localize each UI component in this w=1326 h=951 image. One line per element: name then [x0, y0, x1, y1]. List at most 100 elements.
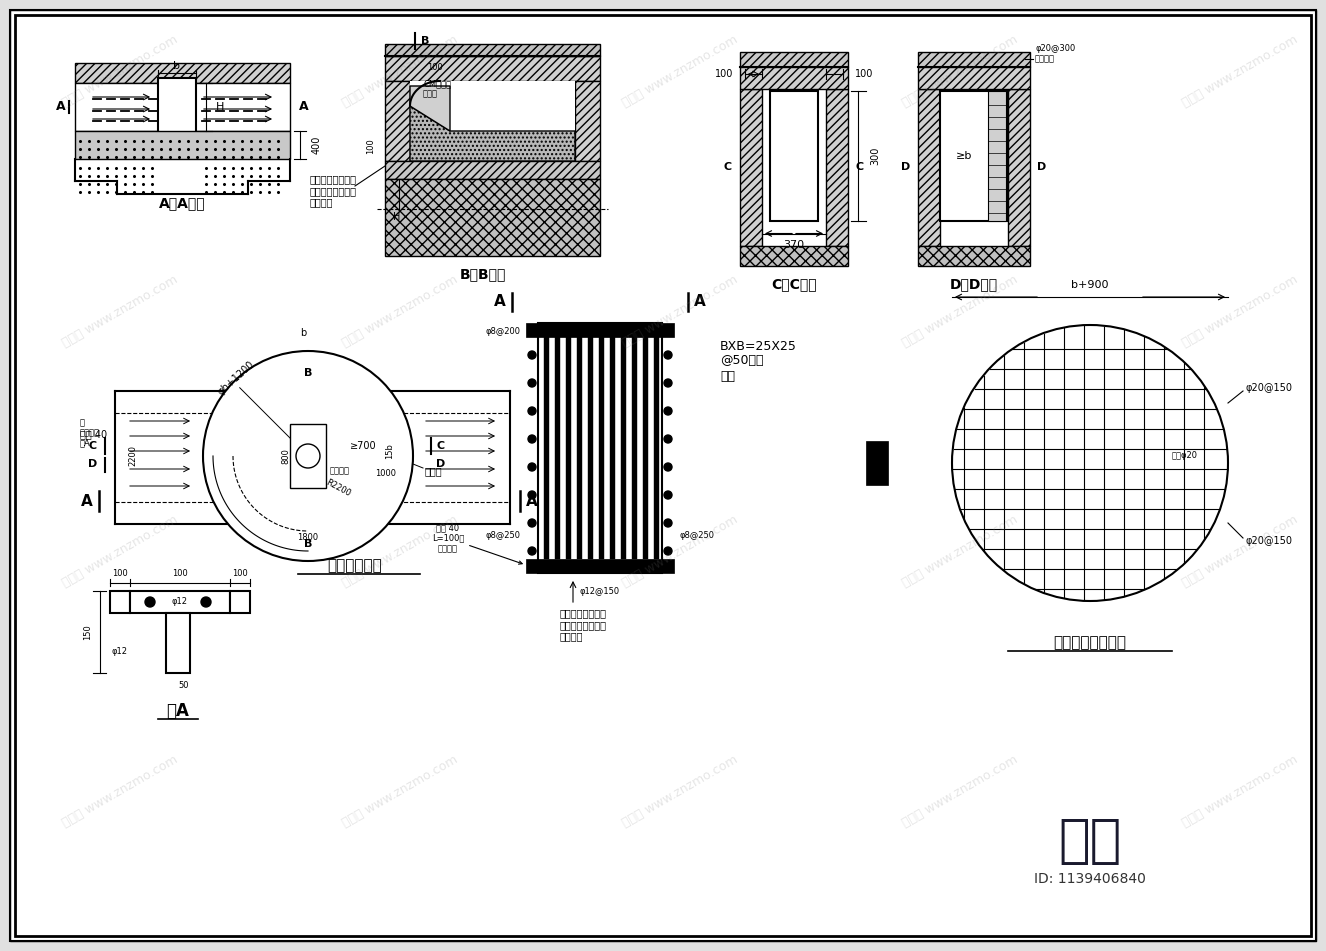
Text: 知末网 www.znzmo.com: 知末网 www.znzmo.com: [339, 273, 460, 349]
Text: φ20@150: φ20@150: [1246, 536, 1293, 546]
Text: φ12@150: φ12@150: [579, 587, 621, 595]
Text: 知末网 www.znzmo.com: 知末网 www.znzmo.com: [1180, 273, 1299, 349]
Text: C: C: [857, 163, 865, 172]
Circle shape: [528, 351, 536, 359]
Bar: [556, 337, 560, 559]
Circle shape: [203, 351, 412, 561]
Text: 100: 100: [855, 69, 874, 79]
Circle shape: [528, 547, 536, 555]
Text: 暂时无污水接入者
此口预留好并堵好
以防漏水: 暂时无污水接入者 此口预留好并堵好 以防漏水: [310, 174, 357, 207]
Text: 知末网 www.znzmo.com: 知末网 www.znzmo.com: [60, 513, 180, 590]
Text: 知末网 www.znzmo.com: 知末网 www.znzmo.com: [621, 32, 740, 109]
Text: D: D: [902, 163, 911, 172]
Text: C: C: [724, 163, 732, 172]
Text: C: C: [89, 441, 97, 451]
Bar: [385, 179, 599, 256]
Bar: [526, 323, 674, 337]
Bar: [610, 337, 615, 559]
Text: φb+1200: φb+1200: [216, 359, 256, 397]
Text: φ8@250: φ8@250: [485, 531, 521, 539]
Circle shape: [664, 407, 672, 415]
Text: 知末网 www.znzmo.com: 知末网 www.znzmo.com: [621, 273, 740, 349]
Bar: [526, 559, 674, 573]
Text: A: A: [300, 101, 309, 113]
Text: R2200: R2200: [324, 477, 351, 498]
Bar: [110, 591, 130, 613]
Text: 300: 300: [870, 146, 880, 165]
Text: 焊接 40
L=100防
锈钢管套: 焊接 40 L=100防 锈钢管套: [432, 523, 522, 564]
Text: D: D: [436, 459, 446, 469]
Circle shape: [202, 597, 211, 607]
Bar: [599, 337, 605, 559]
Text: b: b: [300, 328, 306, 338]
Text: D－D剖面: D－D剖面: [949, 277, 998, 291]
Bar: [566, 337, 572, 559]
Text: C: C: [438, 441, 446, 451]
Bar: [229, 591, 251, 613]
Text: A: A: [81, 494, 93, 509]
Text: 检查井: 检查井: [426, 466, 443, 476]
Text: φ20@300
防锈爬梯: φ20@300 防锈爬梯: [1036, 45, 1075, 64]
Bar: [130, 591, 229, 613]
Text: A: A: [495, 294, 507, 308]
Polygon shape: [410, 106, 575, 161]
Text: 400: 400: [312, 136, 322, 154]
Text: B: B: [420, 36, 430, 46]
Text: 100: 100: [232, 569, 248, 577]
Text: 知末网 www.znzmo.com: 知末网 www.znzmo.com: [621, 513, 740, 590]
Text: B: B: [304, 368, 312, 378]
Bar: [918, 52, 1030, 67]
Text: 1000: 1000: [375, 470, 396, 478]
Text: 知末网 www.znzmo.com: 知末网 www.znzmo.com: [60, 32, 180, 109]
Text: 知末网 www.znzmo.com: 知末网 www.znzmo.com: [900, 273, 1020, 349]
Text: φ8@250: φ8@250: [679, 531, 715, 539]
Bar: [740, 89, 762, 246]
Text: 15b: 15b: [386, 443, 395, 459]
Text: A: A: [56, 101, 66, 113]
Text: 知末网 www.znzmo.com: 知末网 www.znzmo.com: [339, 752, 460, 829]
Text: ≥700: ≥700: [350, 441, 377, 451]
Bar: [633, 337, 636, 559]
Text: 知末网 www.znzmo.com: 知末网 www.znzmo.com: [339, 513, 460, 590]
Circle shape: [528, 491, 536, 499]
Text: 知末网 www.znzmo.com: 知末网 www.znzmo.com: [60, 752, 180, 829]
Circle shape: [664, 379, 672, 387]
Text: A: A: [526, 494, 538, 509]
Text: B: B: [304, 539, 312, 549]
Text: B－B剖面: B－B剖面: [459, 267, 505, 281]
Text: φ20@150: φ20@150: [1246, 383, 1293, 393]
Text: ID: 1139406840: ID: 1139406840: [1034, 872, 1146, 886]
Circle shape: [528, 435, 536, 443]
Bar: [385, 56, 599, 81]
Bar: [740, 246, 849, 266]
Circle shape: [528, 407, 536, 415]
Text: 知末网 www.znzmo.com: 知末网 www.znzmo.com: [1180, 752, 1299, 829]
Text: 详A: 详A: [167, 702, 190, 720]
Bar: [988, 91, 1006, 221]
Bar: [654, 337, 659, 559]
Text: 800: 800: [281, 448, 290, 464]
Text: 100: 100: [715, 69, 733, 79]
Text: 150: 150: [84, 624, 93, 640]
Text: 知末网 www.znzmo.com: 知末网 www.znzmo.com: [1180, 32, 1299, 109]
Text: H: H: [392, 211, 400, 222]
Bar: [410, 81, 575, 161]
Text: 检查井口栏条盖板: 检查井口栏条盖板: [1053, 635, 1127, 650]
Bar: [866, 441, 888, 485]
Text: C－C剖面: C－C剖面: [772, 277, 817, 291]
Text: b: b: [174, 61, 180, 71]
Bar: [166, 613, 190, 673]
Bar: [918, 246, 1030, 266]
Text: A: A: [693, 294, 705, 308]
Circle shape: [664, 547, 672, 555]
Text: 知末网 www.znzmo.com: 知末网 www.znzmo.com: [339, 32, 460, 109]
Bar: [385, 161, 599, 179]
Circle shape: [528, 379, 536, 387]
Bar: [740, 67, 849, 89]
Bar: [76, 63, 290, 83]
Bar: [643, 337, 648, 559]
Text: 知末网 www.znzmo.com: 知末网 www.znzmo.com: [60, 273, 180, 349]
Circle shape: [664, 351, 672, 359]
Text: φ12: φ12: [111, 647, 129, 655]
Circle shape: [664, 435, 672, 443]
